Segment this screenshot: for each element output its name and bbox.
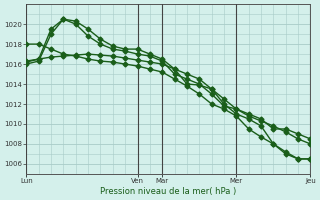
X-axis label: Pression niveau de la mer( hPa ): Pression niveau de la mer( hPa ): [100, 187, 236, 196]
